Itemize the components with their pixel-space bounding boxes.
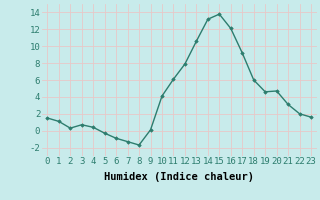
X-axis label: Humidex (Indice chaleur): Humidex (Indice chaleur) [104,172,254,182]
